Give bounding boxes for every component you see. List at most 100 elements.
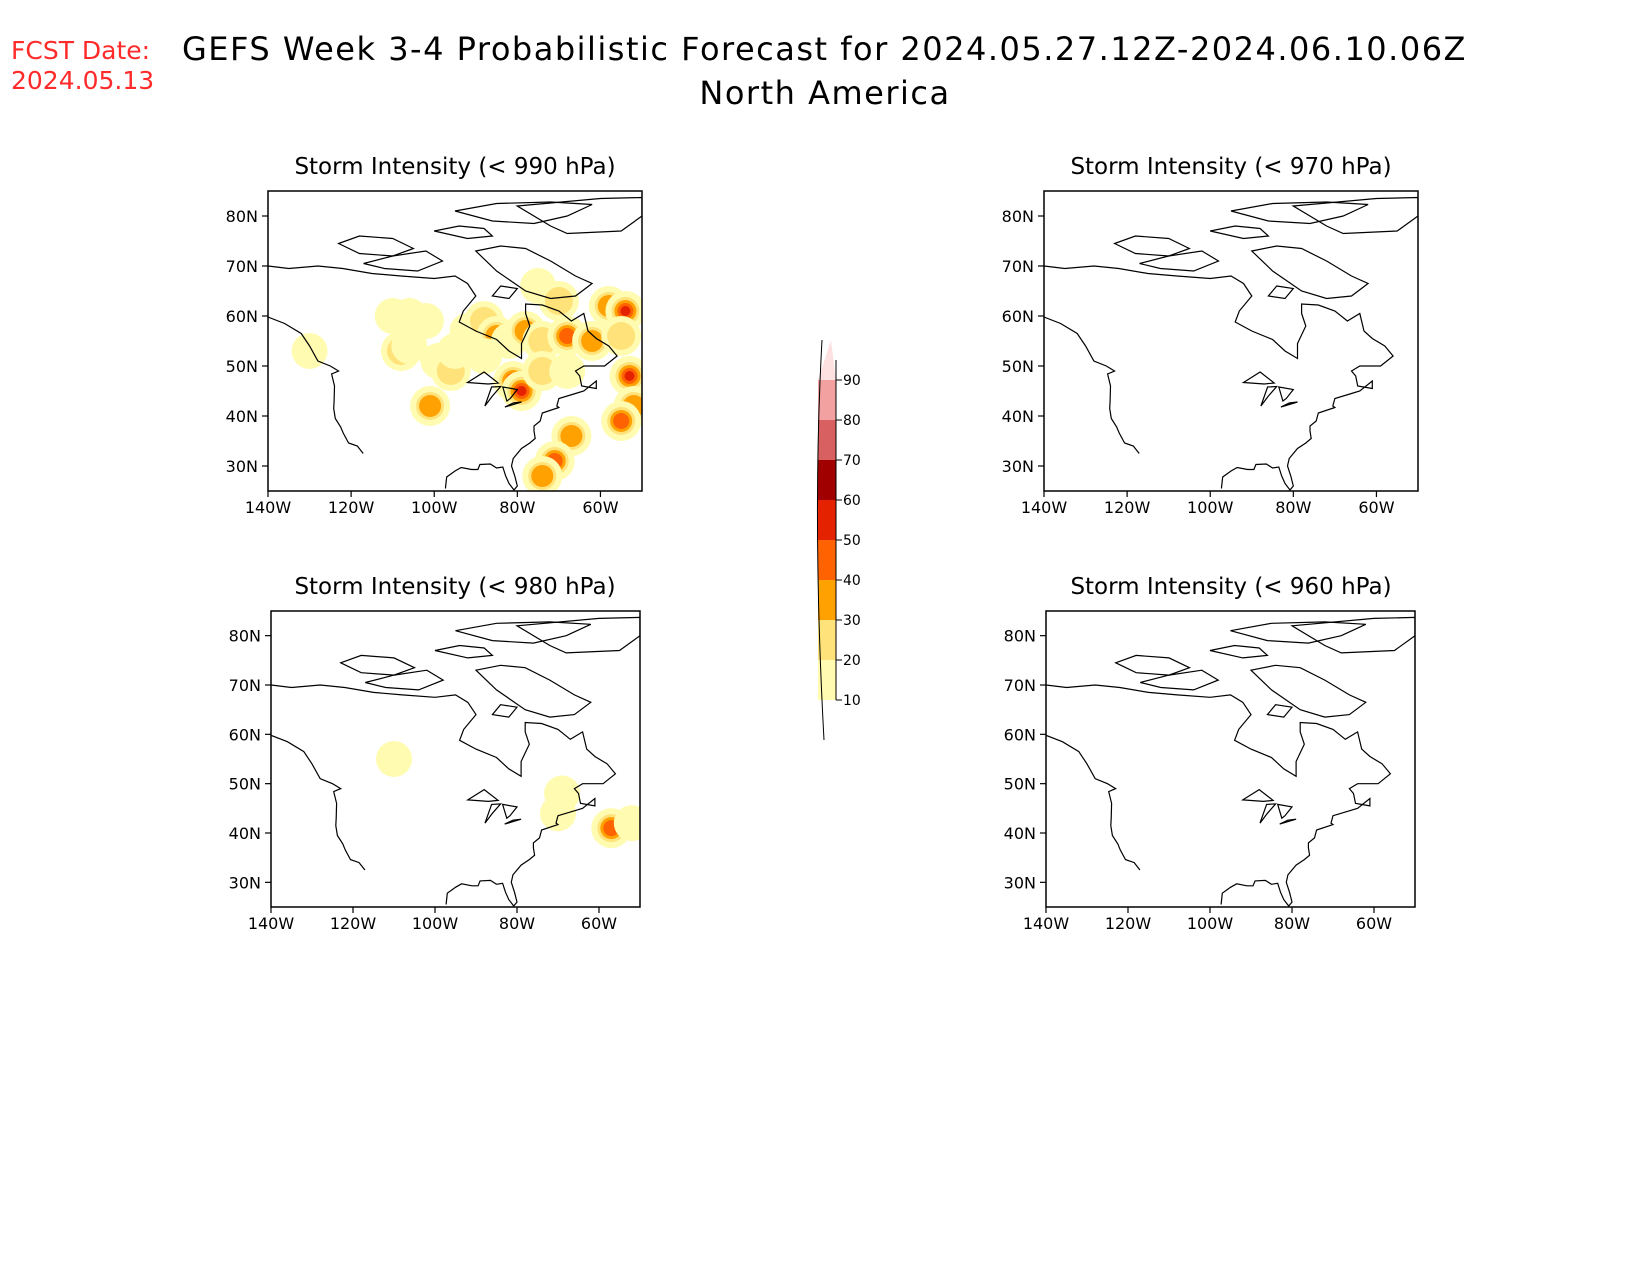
colorbar-label: 50: [843, 533, 861, 549]
coastlines: [271, 616, 640, 907]
lon-tick-label: 60W: [1356, 914, 1392, 933]
lat-tick-label: 80N: [229, 627, 261, 646]
colorbar-label: 70: [843, 453, 861, 469]
figure-title: GEFS Week 3-4 Probabilistic Forecast for…: [182, 30, 1467, 68]
lat-tick-label: 60N: [229, 725, 261, 744]
probability-cell: [560, 425, 583, 447]
probability-cell: [613, 413, 630, 429]
lon-tick-label: 80W: [1275, 498, 1311, 517]
island-outline: [1114, 654, 1192, 676]
lat-tick-label: 40N: [226, 407, 258, 426]
lat-tick-label: 80N: [226, 207, 258, 226]
probability-cell: [620, 306, 631, 316]
lat-tick-label: 80N: [1004, 627, 1036, 646]
lon-tick-label: 140W: [1023, 914, 1070, 933]
probability-cell: [391, 328, 428, 364]
island-outline: [1249, 664, 1367, 718]
coastlines: [1046, 616, 1415, 907]
lake-outline: [484, 803, 502, 824]
island-outline: [491, 285, 519, 300]
probability-cell: [607, 322, 636, 350]
lake-outline: [1260, 385, 1279, 407]
island-outline: [1290, 616, 1415, 654]
island-outline: [1230, 621, 1367, 644]
probability-cell: [376, 741, 412, 777]
colorbar-segment: [818, 460, 836, 500]
coastline-west: [268, 316, 364, 454]
lake-outline: [504, 818, 522, 825]
probability-cell: [531, 465, 554, 487]
lat-tick-label: 40N: [1002, 407, 1034, 426]
coastlines: [268, 196, 642, 491]
coastlines: [1044, 196, 1418, 491]
colorbar-cap-top: [818, 340, 836, 380]
lon-tick-label: 100W: [1187, 914, 1234, 933]
lake-outline: [1241, 371, 1276, 385]
forecast-date-label: FCST Date:: [11, 36, 151, 65]
coastline-west: [271, 734, 366, 871]
lon-tick-label: 140W: [1021, 498, 1068, 517]
panel-title: Storm Intensity (< 960 hPa): [1070, 574, 1391, 600]
lat-tick-label: 50N: [1002, 357, 1034, 376]
island-outline: [365, 669, 445, 691]
lat-tick-label: 30N: [1004, 873, 1036, 892]
probability-cell: [291, 333, 328, 369]
lon-tick-label: 60W: [1358, 498, 1394, 517]
coastline-east: [1044, 265, 1394, 491]
panel-title: Storm Intensity (< 970 hPa): [1070, 154, 1391, 180]
panel-title: Storm Intensity (< 980 hPa): [294, 574, 615, 600]
probability-shading: [376, 741, 640, 849]
island-outline: [474, 664, 592, 718]
probability-shading: [291, 268, 642, 491]
lat-tick-label: 30N: [226, 457, 258, 476]
figure-subtitle: North America: [699, 74, 951, 112]
colorbar-segment: [818, 500, 836, 540]
lon-tick-label: 120W: [1105, 914, 1152, 933]
lon-tick-label: 60W: [582, 498, 618, 517]
colorbar-label: 80: [843, 413, 861, 429]
island-outline: [474, 245, 594, 300]
lat-tick-label: 30N: [229, 873, 261, 892]
forecast-date: FCST Date: 2024.05.13: [11, 36, 154, 96]
map-panel-p980: Storm Intensity (< 980 hPa) 80N 70N 60N 50N 4…: [229, 574, 641, 933]
lon-tick-label: 100W: [1187, 498, 1234, 517]
lon-tick-label: 80W: [499, 498, 535, 517]
lon-tick-label: 80W: [499, 914, 535, 933]
map-frame: [267, 190, 643, 492]
probability-cell: [437, 333, 473, 369]
island-outline: [1291, 196, 1418, 235]
colorbar-segment: [818, 660, 836, 700]
lon-tick-label: 60W: [581, 914, 617, 933]
lat-tick-label: 60N: [1004, 725, 1036, 744]
lake-outline: [1279, 818, 1297, 825]
probability-cell: [624, 371, 635, 381]
colorbar-outline: [816, 339, 825, 741]
map-frame: [270, 610, 641, 908]
island-outline: [454, 201, 593, 225]
lat-tick-label: 70N: [226, 257, 258, 276]
lat-tick-label: 40N: [1004, 824, 1036, 843]
lat-tick-label: 30N: [1002, 457, 1034, 476]
lake-outline: [1240, 788, 1275, 803]
forecast-date-value: 2024.05.13: [11, 66, 155, 95]
island-outline: [1230, 201, 1369, 225]
island-outline: [1140, 669, 1220, 691]
map-panel-p990: Storm Intensity (< 990 hPa) 80N 70N 60N 50N 4…: [226, 154, 643, 517]
island-outline: [515, 616, 640, 654]
island-outline: [515, 196, 642, 235]
coastline-west: [1044, 316, 1140, 454]
colorbar-segment: [818, 540, 836, 580]
coastline-east: [268, 265, 618, 491]
lon-tick-label: 140W: [245, 498, 292, 517]
island-outline: [363, 250, 444, 272]
island-outline: [337, 235, 415, 257]
coastline-east: [1046, 684, 1392, 907]
probability-cell: [419, 395, 442, 417]
island-outline: [1250, 245, 1370, 300]
colorbar-label: 10: [843, 693, 861, 709]
lat-tick-label: 60N: [226, 307, 258, 326]
lake-outline: [465, 371, 500, 385]
lat-tick-label: 70N: [229, 676, 261, 695]
lat-tick-label: 50N: [1004, 775, 1036, 794]
